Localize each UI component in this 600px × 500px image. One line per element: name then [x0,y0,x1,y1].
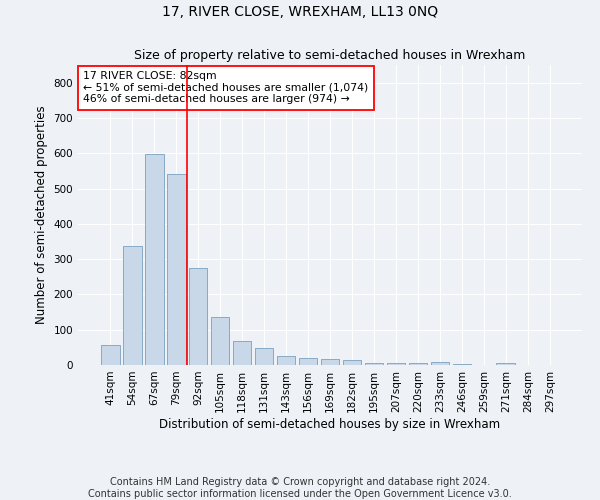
Bar [167,174,185,365]
Bar [320,359,340,365]
Bar [452,364,471,365]
Bar [101,344,119,365]
Text: Contains HM Land Registry data © Crown copyright and database right 2024.
Contai: Contains HM Land Registry data © Crown c… [88,478,512,499]
Text: 17 RIVER CLOSE: 82sqm
← 51% of semi-detached houses are smaller (1,074)
46% of s: 17 RIVER CLOSE: 82sqm ← 51% of semi-deta… [83,71,368,104]
Bar [145,154,164,365]
Title: Size of property relative to semi-detached houses in Wrexham: Size of property relative to semi-detach… [134,50,526,62]
Bar [255,348,274,365]
Bar [431,362,449,365]
Bar [233,342,251,365]
Y-axis label: Number of semi-detached properties: Number of semi-detached properties [35,106,48,324]
X-axis label: Distribution of semi-detached houses by size in Wrexham: Distribution of semi-detached houses by … [160,418,500,430]
Bar [211,316,229,365]
Bar [189,268,208,365]
Bar [365,362,383,365]
Bar [123,246,142,365]
Bar [343,360,361,365]
Bar [496,362,515,365]
Bar [409,363,427,365]
Bar [277,356,295,365]
Bar [299,358,317,365]
Bar [386,363,405,365]
Text: 17, RIVER CLOSE, WREXHAM, LL13 0NQ: 17, RIVER CLOSE, WREXHAM, LL13 0NQ [162,5,438,19]
